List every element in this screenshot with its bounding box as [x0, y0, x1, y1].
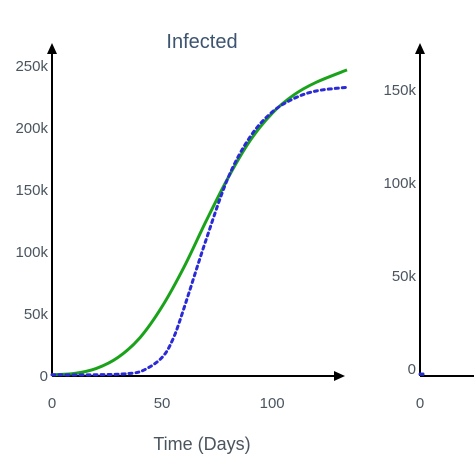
y-tick-label-0-1: 50k — [24, 306, 49, 323]
series-line-0-dotted — [50, 85, 349, 377]
y-tick-label-1-1: 50k — [392, 268, 417, 285]
x-tick-label-1-0: 0 — [416, 395, 424, 412]
x-tick-label-0-0: 0 — [48, 395, 56, 412]
y-tick-label-1-0: 0 — [408, 361, 416, 378]
series-line-0-solid — [51, 68, 348, 377]
y-axis-arrow-0 — [47, 43, 57, 54]
y-tick-label-1-2: 100k — [383, 175, 416, 192]
y-tick-label-0-4: 200k — [15, 120, 48, 137]
x-tick-label-0-1: 50 — [154, 395, 171, 412]
x-tick-label-0-2: 100 — [260, 395, 285, 412]
x-axis-label: Time (Days) — [153, 434, 250, 454]
y-tick-label-1-3: 150k — [383, 82, 416, 99]
y-axis-arrow-1 — [415, 43, 425, 54]
x-axis-arrow-0 — [334, 371, 345, 381]
y-tick-label-0-2: 100k — [15, 244, 48, 261]
y-tick-label-0-3: 150k — [15, 182, 48, 199]
y-tick-label-0-0: 0 — [40, 368, 48, 385]
y-tick-label-0-5: 250k — [15, 58, 48, 75]
chart-title: Infected — [166, 31, 237, 53]
